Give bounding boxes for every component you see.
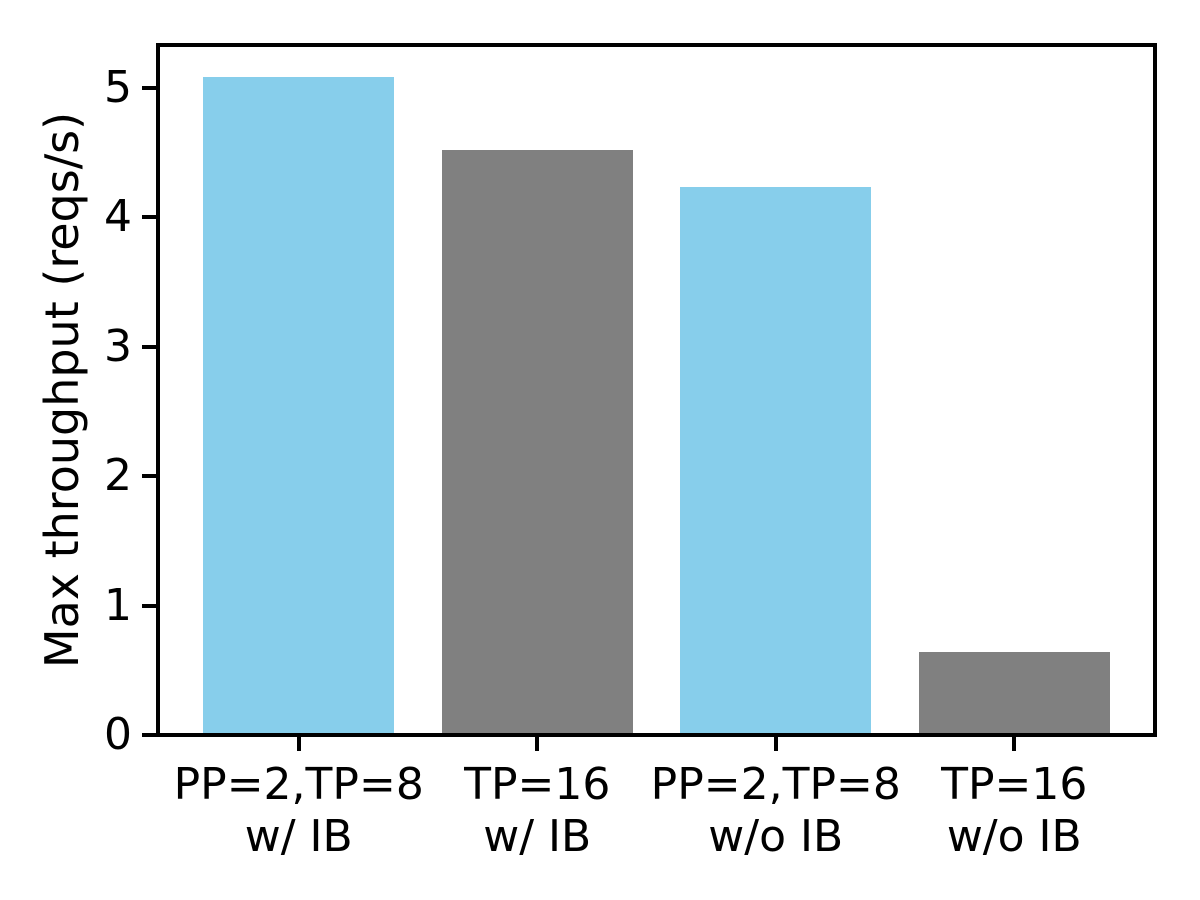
x-tick-mark [773, 735, 778, 751]
y-tick-label: 1 [104, 579, 132, 631]
x-tick-mark [1012, 735, 1017, 751]
y-tick-label: 2 [104, 450, 132, 502]
x-tick-mark [296, 735, 301, 751]
y-tick-mark [142, 733, 158, 737]
bar-2 [680, 187, 872, 735]
x-tick-label: PP=2,TP=8 w/ IB [173, 759, 424, 862]
plot-area [156, 43, 1157, 737]
y-tick-mark [142, 603, 158, 608]
y-tick-mark [142, 474, 158, 479]
bar-0 [203, 77, 395, 735]
x-tick-label: TP=16 w/ IB [464, 759, 611, 862]
y-tick-mark [142, 85, 158, 90]
y-axis-label: Max throughput (reqs/s) [35, 111, 89, 669]
x-tick-mark [535, 735, 540, 751]
x-tick-label: PP=2,TP=8 w/o IB [650, 759, 901, 862]
y-tick-label: 3 [104, 320, 132, 372]
y-tick-label: 5 [104, 61, 132, 113]
bar-1 [441, 149, 633, 735]
x-tick-label: TP=16 w/o IB [941, 759, 1088, 862]
y-tick-label: 0 [104, 709, 132, 760]
y-tick-mark [142, 344, 158, 349]
y-tick-label: 4 [104, 191, 132, 243]
y-tick-mark [142, 215, 158, 220]
bar-3 [918, 652, 1110, 735]
